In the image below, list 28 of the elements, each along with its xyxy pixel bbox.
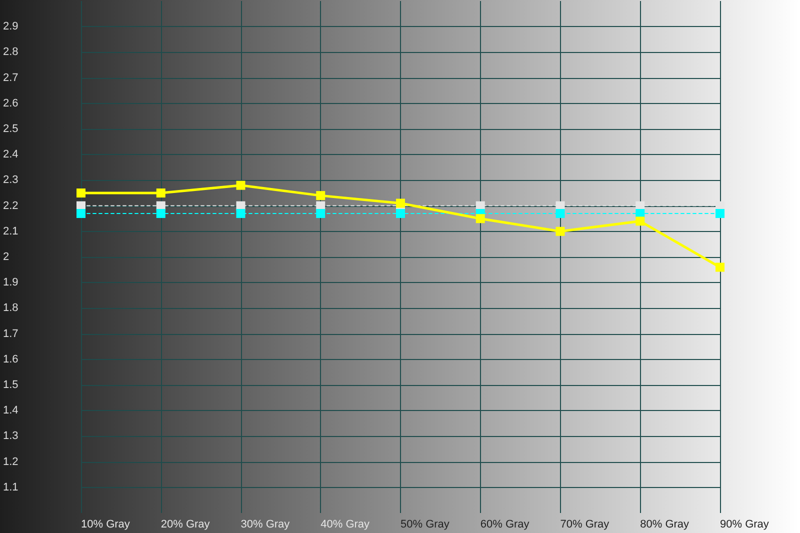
y-tick-label: 1.5 (3, 379, 18, 391)
y-tick-label: 2.2 (3, 200, 18, 212)
y-tick-label: 1.9 (3, 276, 18, 289)
x-tick-label: 50% Gray (400, 518, 450, 530)
x-tick-label: 30% Gray (240, 518, 290, 530)
x-tick-label: 70% Gray (560, 518, 610, 530)
y-tick-label: 1.8 (3, 302, 18, 314)
y-tick-label: 1.1 (3, 481, 18, 494)
y-tick-label: 1.2 (3, 456, 18, 468)
y-tick-label: 1.7 (3, 328, 18, 340)
y-tick-label: 1.4 (3, 404, 18, 417)
y-tick-label: 2.4 (3, 148, 18, 161)
y-tick-label: 1.3 (3, 430, 18, 442)
x-tick-label: 20% Gray (160, 518, 210, 530)
y-tick-label: 2.1 (3, 225, 18, 238)
y-tick-label: 2.3 (3, 174, 18, 186)
y-tick-label: 2.7 (3, 72, 18, 84)
x-tick-label: 40% Gray (320, 518, 370, 530)
y-tick-label: 2 (3, 251, 10, 263)
x-tick-label: 90% Gray (720, 518, 770, 530)
y-tick-label: 1.6 (3, 353, 18, 366)
x-tick-label: 10% Gray (81, 518, 130, 530)
x-tick-label: 80% Gray (640, 518, 690, 530)
y-tick-label: 2.8 (3, 46, 18, 58)
y-tick-label: 2.9 (3, 20, 18, 33)
x-tick-label: 60% Gray (480, 518, 530, 530)
y-tick-label: 2.6 (3, 97, 18, 110)
y-tick-label: 2.5 (3, 123, 18, 135)
